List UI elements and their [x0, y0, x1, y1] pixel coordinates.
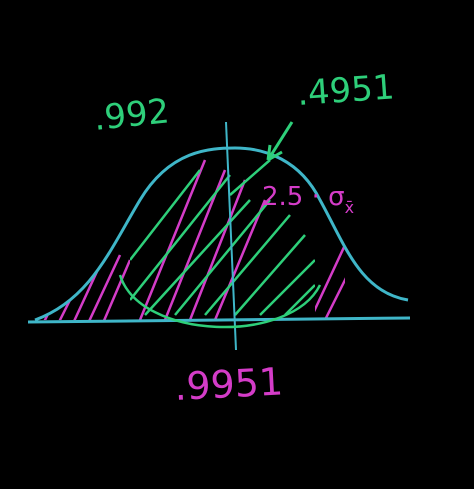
center-hatch [130, 159, 315, 320]
right-area-label: .4951 [296, 67, 396, 114]
z-distance-label: 2.5 · σx̄ [262, 182, 354, 217]
arrow [266, 121, 294, 162]
z-subscript: x̄ [345, 198, 354, 217]
mean-line [225, 121, 237, 351]
left-area-label: .992 [92, 91, 171, 139]
total-label: .9951 [173, 359, 284, 409]
right-tail-hatch [315, 244, 345, 320]
z-distance: 2.5 · σ [262, 182, 345, 212]
area-bracket [118, 274, 322, 329]
hatching [38, 159, 345, 320]
normal-curve [34, 146, 409, 322]
left-tail-hatch [38, 254, 130, 320]
x-axis [27, 316, 411, 324]
